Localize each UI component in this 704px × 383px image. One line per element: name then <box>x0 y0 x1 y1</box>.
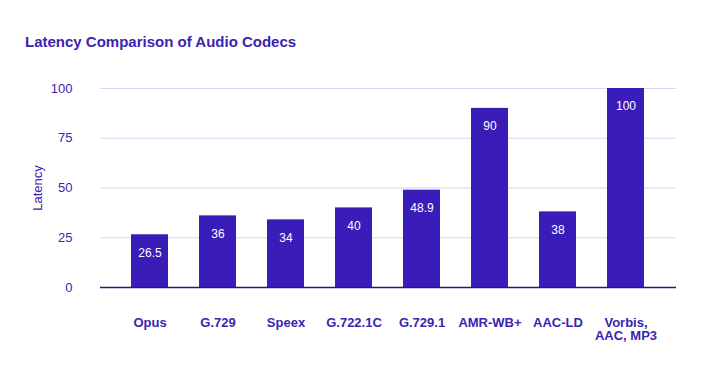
svg-text:100: 100 <box>616 99 636 113</box>
svg-text:100: 100 <box>51 81 73 96</box>
svg-text:G.722.1C: G.722.1C <box>326 315 382 330</box>
svg-text:38: 38 <box>551 223 565 237</box>
svg-text:Speex: Speex <box>267 315 306 330</box>
svg-text:48.9: 48.9 <box>410 201 434 215</box>
html-text:Latency Comparison of Audio Co: Latency Comparison of Audio Codecs <box>25 33 297 50</box>
svg-text:75: 75 <box>58 130 72 145</box>
svg-text:AMR-WB+: AMR-WB+ <box>458 315 522 330</box>
svg-text:90: 90 <box>483 119 497 133</box>
svg-text:AAC-LD: AAC-LD <box>533 315 583 330</box>
svg-text:50: 50 <box>58 180 72 195</box>
svg-text:Latency: Latency <box>30 165 45 211</box>
svg-text:G.729: G.729 <box>200 315 235 330</box>
svg-text:Vorbis,AAC, MP3: Vorbis,AAC, MP3 <box>595 315 657 343</box>
svg-text:25: 25 <box>58 230 72 245</box>
svg-text:36: 36 <box>211 227 225 241</box>
svg-text:0: 0 <box>65 280 72 295</box>
svg-text:26.5: 26.5 <box>138 246 162 260</box>
svg-text:G.729.1: G.729.1 <box>399 315 445 330</box>
svg-text:40: 40 <box>347 219 361 233</box>
svg-text:34: 34 <box>279 231 293 245</box>
svg-text:Opus: Opus <box>133 315 166 330</box>
